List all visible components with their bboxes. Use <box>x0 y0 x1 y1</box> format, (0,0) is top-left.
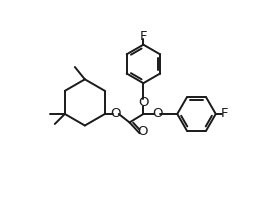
Text: O: O <box>110 107 121 120</box>
Text: O: O <box>138 96 149 109</box>
Text: O: O <box>137 125 148 138</box>
Text: O: O <box>152 107 162 120</box>
Text: F: F <box>140 30 147 43</box>
Text: F: F <box>221 107 229 120</box>
